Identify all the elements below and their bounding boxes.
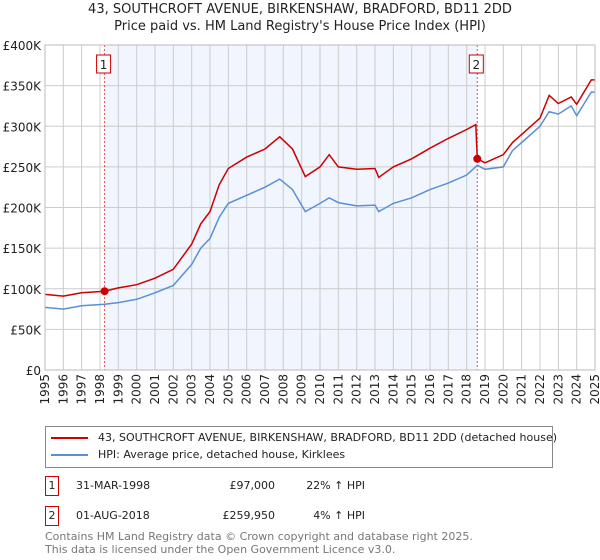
x-tick-label: 2023 <box>551 374 565 405</box>
sale-date: 31-MAR-1998 <box>76 479 151 492</box>
legend-label: HPI: Average price, detached house, Kirk… <box>98 448 346 461</box>
x-tick-label: 2002 <box>166 374 180 405</box>
sale-price: £97,000 <box>229 479 276 492</box>
series-line <box>44 79 595 297</box>
legend-swatch-red <box>51 436 88 439</box>
x-tick-label: 2024 <box>570 374 584 405</box>
sale-hpi: 22% ↑ HPI <box>306 479 365 492</box>
sale-point <box>100 287 109 296</box>
legend-label: 43, SOUTHCROFT AVENUE, BIRKENSHAW, BRADF… <box>98 431 557 444</box>
price-chart: 1995 1996 1997 1998 1999 2000 2001 2002 2003 2004… <box>3 39 600 405</box>
x-tick-label: 2005 <box>221 374 235 405</box>
legend-swatch-blue <box>51 453 88 456</box>
x-tick-label: 2022 <box>533 374 547 405</box>
x-tick-label: 1998 <box>93 374 107 405</box>
x-tick-label: 1995 <box>38 374 52 405</box>
sale-badge: 2 <box>45 506 59 526</box>
x-tick-label: 2011 <box>331 374 345 405</box>
sale-row: 2 01-AUG-2018 £259,950 4% ↑ HPI <box>45 506 445 526</box>
x-tick-label: 2008 <box>276 374 290 405</box>
y-tick-label: £50K <box>10 323 42 337</box>
y-tick-label: £200K <box>3 202 43 216</box>
y-tick-label: £0 <box>26 364 41 378</box>
sale-label-box <box>468 54 484 74</box>
x-tick-label: 2001 <box>148 374 162 405</box>
sale-label: 2 <box>472 58 480 72</box>
x-tick-label: 2012 <box>350 374 364 405</box>
x-tick-label: 2025 <box>588 374 600 405</box>
sale-price: £259,950 <box>222 509 276 522</box>
sale-row: 1 31-MAR-1998 £97,000 22% ↑ HPI <box>45 476 445 496</box>
x-tick-label: 2003 <box>185 374 199 405</box>
x-tick-label: 1996 <box>56 374 70 405</box>
sale-badge: 1 <box>45 476 59 496</box>
sale-label-box <box>96 54 112 74</box>
footer: Contains HM Land Registry data © Crown c… <box>45 530 473 556</box>
sale-hpi: 4% ↑ HPI <box>313 509 365 522</box>
x-tick-label: 2000 <box>130 374 144 405</box>
chart-subtitle: Price paid vs. HM Land Registry's House … <box>114 19 486 34</box>
footer-line: This data is licensed under the Open Gov… <box>45 543 396 556</box>
x-tick-label: 2020 <box>496 374 510 405</box>
sale-date: 01-AUG-2018 <box>76 509 150 522</box>
y-tick-label: £350K <box>3 80 43 94</box>
y-tick-label: £150K <box>3 242 43 256</box>
x-tick-label: 2006 <box>240 374 254 405</box>
x-tick-label: 2017 <box>441 374 455 405</box>
series-line <box>44 91 595 310</box>
x-tick-label: 1997 <box>75 374 89 405</box>
x-tick-label: 2019 <box>478 374 492 405</box>
x-tick-label: 2010 <box>313 374 327 405</box>
footer-line: Contains HM Land Registry data © Crown c… <box>45 530 473 543</box>
x-tick-label: 2016 <box>423 374 437 405</box>
y-tick-label: £100K <box>3 283 43 297</box>
x-tick-label: 2015 <box>405 374 419 405</box>
chart-title: 43, SOUTHCROFT AVENUE, BIRKENSHAW, BRADF… <box>88 2 512 17</box>
sale-label: 1 <box>100 58 108 72</box>
x-tick-label: 2009 <box>295 374 309 405</box>
x-tick-label: 1999 <box>111 374 125 405</box>
y-tick-label: £300K <box>3 120 43 134</box>
x-tick-label: 2018 <box>460 374 474 405</box>
y-tick-label: £400K <box>3 39 43 53</box>
x-tick-label: 2007 <box>258 374 272 405</box>
x-tick-label: 2004 <box>203 374 217 405</box>
y-tick-label: £250K <box>3 161 43 175</box>
legend-item-property: 43, SOUTHCROFT AVENUE, BIRKENSHAW, BRADF… <box>51 431 557 444</box>
sale-point <box>473 154 482 163</box>
plot-border <box>44 44 596 371</box>
x-tick-label: 2014 <box>386 374 400 405</box>
x-tick-label: 2013 <box>368 374 382 405</box>
x-tick-label: 2021 <box>515 374 529 405</box>
legend-item-hpi: HPI: Average price, detached house, Kirk… <box>51 448 345 461</box>
legend: 43, SOUTHCROFT AVENUE, BIRKENSHAW, BRADF… <box>45 426 557 468</box>
